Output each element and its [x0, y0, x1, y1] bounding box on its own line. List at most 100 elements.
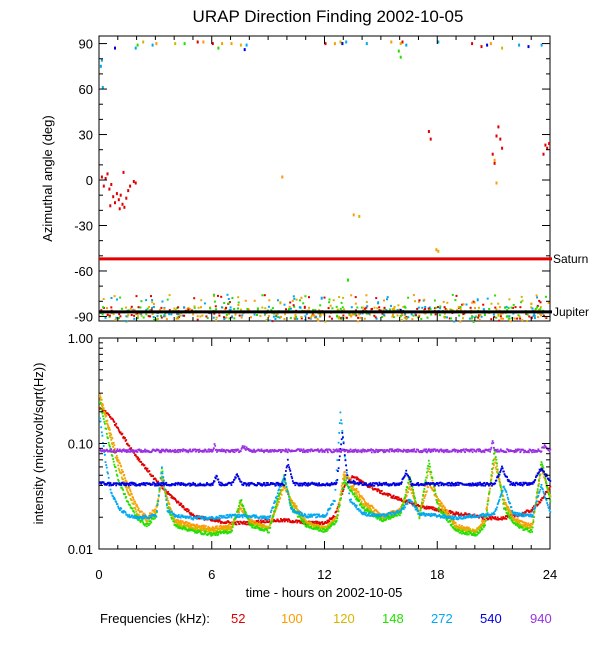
- direction-point-52: [402, 41, 404, 44]
- intensity-point-120: [104, 414, 106, 416]
- intensity-point-120: [196, 527, 198, 529]
- intensity-point-148: [253, 525, 255, 527]
- direction-point-100: [411, 318, 413, 320]
- direction-point-100: [352, 314, 354, 316]
- direction-point-100: [200, 306, 202, 308]
- direction-point-272: [241, 314, 243, 316]
- intensity-point-120: [117, 465, 119, 467]
- intensity-point-272: [114, 498, 116, 500]
- direction-series-148: [137, 42, 402, 313]
- direction-point-52: [220, 296, 222, 298]
- direction-point-100: [500, 318, 502, 320]
- intensity-point-272: [161, 466, 163, 468]
- direction-point-148: [398, 50, 400, 53]
- intensity-point-272: [549, 511, 551, 513]
- direction-point-52: [492, 153, 494, 156]
- intensity-point-120: [180, 524, 182, 526]
- direction-point-52: [516, 318, 518, 320]
- direction-point-148: [118, 317, 120, 319]
- direction-point-120: [498, 315, 500, 317]
- intensity-point-52: [115, 423, 117, 425]
- direction-point-148: [119, 297, 121, 299]
- intensity-point-52: [525, 512, 527, 514]
- direction-point-148: [439, 314, 441, 316]
- intensity-point-100: [461, 525, 463, 527]
- intensity-point-272: [293, 509, 295, 511]
- direction-point-148: [381, 316, 383, 318]
- intensity-point-52: [125, 439, 127, 441]
- intensity-point-272: [105, 464, 107, 466]
- intensity-point-148: [421, 502, 423, 504]
- direction-point-148: [495, 317, 497, 319]
- intensity-point-272: [494, 513, 496, 515]
- y-tick-label: -60: [74, 264, 93, 279]
- intensity-point-100: [129, 489, 131, 491]
- direction-point-272: [469, 318, 471, 320]
- intensity-point-148: [122, 489, 124, 491]
- intensity-point-272: [150, 516, 152, 518]
- direction-point-52: [264, 294, 266, 296]
- y-tick-label: 60: [79, 82, 93, 97]
- intensity-point-148: [404, 496, 406, 498]
- intensity-point-540: [337, 470, 339, 472]
- intensity-point-148: [205, 531, 207, 533]
- intensity-point-272: [346, 477, 348, 479]
- direction-point-272: [390, 305, 392, 307]
- intensity-point-272: [169, 509, 171, 511]
- direction-point-120: [198, 307, 200, 309]
- intensity-point-120: [432, 480, 434, 482]
- direction-point-120: [114, 319, 116, 321]
- intensity-point-540: [174, 484, 176, 486]
- intensity-point-272: [163, 479, 165, 481]
- direction-point-52: [329, 316, 331, 318]
- intensity-point-272: [156, 510, 158, 512]
- intensity-point-540: [291, 476, 293, 478]
- direction-point-100: [300, 297, 302, 299]
- direction-point-148: [336, 315, 338, 317]
- direction-point-148: [213, 294, 215, 296]
- direction-point-120: [113, 313, 115, 315]
- intensity-point-120: [169, 507, 171, 509]
- direction-point-120: [540, 306, 542, 308]
- intensity-point-120: [102, 406, 104, 408]
- direction-point-148: [511, 307, 513, 309]
- direction-point-52: [342, 315, 344, 317]
- direction-point-100: [383, 300, 385, 302]
- direction-point-120: [199, 316, 201, 318]
- intensity-point-120: [451, 520, 453, 522]
- intensity-point-52: [457, 512, 459, 514]
- intensity-point-148: [274, 510, 276, 512]
- direction-point-148: [405, 307, 407, 309]
- direction-point-52: [324, 297, 326, 299]
- intensity-series-100: [99, 394, 551, 533]
- intensity-point-272: [234, 514, 236, 516]
- direction-point-148: [140, 300, 142, 302]
- direction-point-272: [268, 306, 270, 308]
- direction-point-148: [513, 304, 515, 306]
- direction-point-52: [482, 304, 484, 306]
- intensity-point-120: [280, 491, 282, 493]
- direction-point-120: [491, 303, 493, 305]
- intensity-point-52: [377, 490, 379, 492]
- intensity-point-540: [338, 467, 340, 469]
- intensity-point-272: [383, 513, 385, 515]
- intensity-point-100: [539, 477, 541, 479]
- intensity-point-272: [403, 508, 405, 510]
- intensity-point-272: [117, 506, 119, 508]
- intensity-point-100: [131, 494, 133, 496]
- direction-point-120: [264, 307, 266, 309]
- intensity-point-148: [533, 521, 535, 523]
- y-tick-label: -90: [74, 309, 93, 324]
- intensity-point-120: [112, 446, 114, 448]
- direction-point-148: [494, 295, 496, 297]
- intensity-point-148: [428, 460, 430, 462]
- direction-point-52: [375, 316, 377, 318]
- direction-point-120: [414, 300, 416, 302]
- intensity-point-100: [203, 525, 205, 527]
- intensity-point-148: [486, 510, 488, 512]
- intensity-point-100: [136, 504, 138, 506]
- direction-point-120: [519, 316, 521, 318]
- direction-point-272: [111, 297, 113, 299]
- intensity-point-148: [536, 491, 538, 493]
- intensity-point-148: [248, 518, 250, 520]
